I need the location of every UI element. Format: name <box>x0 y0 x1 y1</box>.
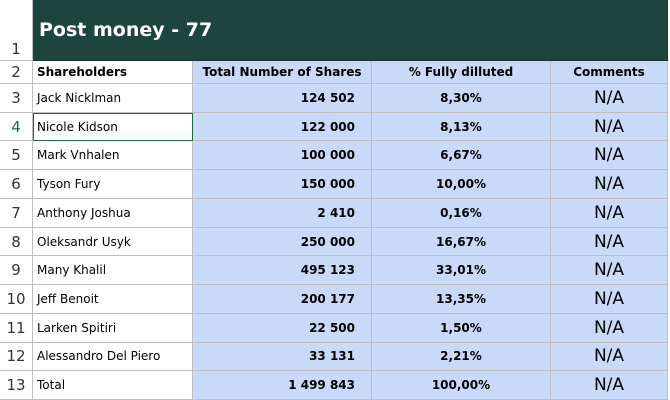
row-number: 10 <box>0 285 33 314</box>
percent: 16,67% <box>372 227 551 257</box>
row-number: 1 <box>0 0 33 61</box>
percent: 2,21% <box>372 342 551 372</box>
shareholder: Mark Vnhalen <box>33 141 193 171</box>
shares: 150 000 <box>193 170 372 199</box>
shareholder: Tyson Fury <box>33 170 193 199</box>
shareholder: Anthony Joshua <box>33 198 193 228</box>
shares: 100 000 <box>193 141 372 171</box>
row-number: 6 <box>0 170 33 199</box>
percent: 33,01% <box>372 256 551 286</box>
comment: N/A <box>551 84 668 113</box>
comment: N/A <box>551 256 668 286</box>
header-cell: Total Number of Shares <box>193 61 372 84</box>
percent: 10,00% <box>372 170 551 199</box>
row-number: 11 <box>0 313 33 343</box>
shareholder: Oleksandr Usyk <box>33 227 193 257</box>
shares: 122 000 <box>193 112 372 142</box>
header-cell: Shareholders <box>33 61 193 84</box>
shares: 250 000 <box>193 227 372 257</box>
shareholder: Larken Spitiri <box>33 313 193 343</box>
row-number: 2 <box>0 61 33 84</box>
shareholder: Alessandro Del Piero <box>33 342 193 372</box>
shares: 2 410 <box>193 198 372 228</box>
comment: N/A <box>551 198 668 228</box>
shareholder: Jeff Benoit <box>33 285 193 314</box>
shares: 22 500 <box>193 313 372 343</box>
title-cell: Post money - 77 <box>33 0 668 61</box>
comment: N/A <box>551 313 668 343</box>
header-cell: % Fully dilluted <box>372 61 551 84</box>
row-number: 4 <box>0 112 33 142</box>
row-number: 12 <box>0 342 33 372</box>
comment: N/A <box>551 285 668 314</box>
row-number: 9 <box>0 256 33 286</box>
header-cell: Comments <box>551 61 668 84</box>
comment: N/A <box>551 170 668 199</box>
shareholder: Total <box>33 371 193 400</box>
percent: 1,50% <box>372 313 551 343</box>
shareholder: Nicole Kidson <box>33 112 193 142</box>
comment: N/A <box>551 371 668 400</box>
comment: N/A <box>551 342 668 372</box>
row-number: 3 <box>0 84 33 113</box>
shares: 33 131 <box>193 342 372 372</box>
percent: 0,16% <box>372 198 551 228</box>
shares: 200 177 <box>193 285 372 314</box>
percent: 13,35% <box>372 285 551 314</box>
row-number: 7 <box>0 198 33 228</box>
comment: N/A <box>551 141 668 171</box>
row-number: 5 <box>0 141 33 171</box>
shares: 1 499 843 <box>193 371 372 400</box>
percent: 8,30% <box>372 84 551 113</box>
shares: 124 502 <box>193 84 372 113</box>
shares: 495 123 <box>193 256 372 286</box>
percent: 8,13% <box>372 112 551 142</box>
comment: N/A <box>551 112 668 142</box>
row-number: 8 <box>0 227 33 257</box>
comment: N/A <box>551 227 668 257</box>
shareholder: Many Khalil <box>33 256 193 286</box>
row-number: 13 <box>0 371 33 400</box>
percent: 6,67% <box>372 141 551 171</box>
percent: 100,00% <box>372 371 551 400</box>
shareholder: Jack Nicklman <box>33 84 193 113</box>
